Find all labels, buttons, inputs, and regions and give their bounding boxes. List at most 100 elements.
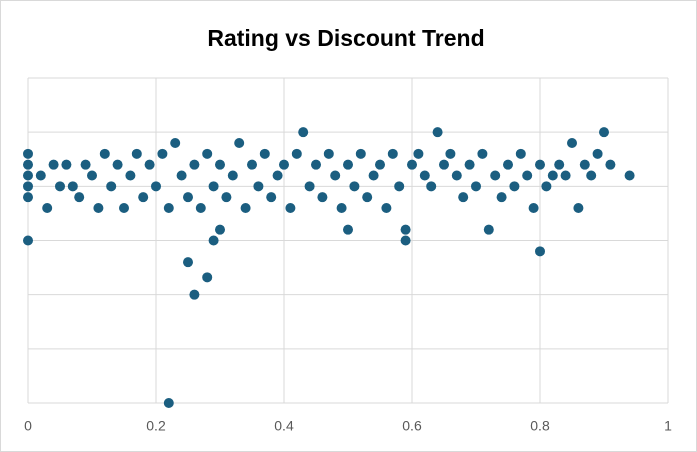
- point: [163, 398, 174, 408]
- point: [387, 148, 398, 159]
- point: [579, 159, 590, 170]
- point: [509, 181, 520, 192]
- point: [247, 159, 257, 170]
- point: [560, 170, 571, 181]
- point: [528, 203, 539, 213]
- point: [99, 148, 110, 159]
- point: [451, 170, 462, 181]
- point: [445, 148, 456, 159]
- point: [311, 159, 321, 170]
- point: [266, 192, 277, 203]
- point: [624, 170, 635, 181]
- point: [336, 203, 347, 213]
- point: [381, 203, 392, 213]
- point: [279, 159, 289, 170]
- point: [515, 148, 526, 159]
- x-tick-label: 0.4: [274, 418, 294, 434]
- point: [189, 159, 200, 170]
- point: [330, 170, 341, 181]
- point: [253, 181, 264, 192]
- point: [119, 203, 129, 213]
- point: [567, 138, 577, 148]
- point: [35, 170, 46, 181]
- point: [490, 170, 501, 181]
- point: [23, 170, 33, 181]
- point: [522, 170, 533, 181]
- point: [157, 148, 168, 159]
- point: [375, 159, 385, 170]
- point: [234, 138, 245, 148]
- point: [291, 148, 302, 159]
- point: [343, 159, 353, 170]
- point: [400, 224, 411, 235]
- point: [183, 192, 193, 203]
- point: [573, 203, 584, 213]
- point: [349, 181, 360, 192]
- point: [240, 203, 251, 213]
- point: [407, 159, 417, 170]
- point: [317, 192, 328, 203]
- point: [23, 235, 33, 246]
- point: [394, 181, 405, 192]
- point: [554, 159, 565, 170]
- point: [413, 148, 424, 159]
- point: [87, 170, 97, 181]
- point: [67, 181, 78, 192]
- point: [503, 159, 513, 170]
- point: [592, 148, 603, 159]
- point: [183, 257, 193, 268]
- point: [208, 181, 219, 192]
- point: [458, 192, 469, 203]
- point: [439, 159, 449, 170]
- point: [323, 148, 334, 159]
- point: [195, 203, 206, 213]
- point: [355, 148, 366, 159]
- point: [541, 181, 552, 192]
- point: [483, 224, 494, 235]
- point: [23, 181, 33, 192]
- x-tick-label: 1: [664, 418, 672, 434]
- point: [605, 159, 616, 170]
- point: [208, 235, 219, 246]
- point: [125, 170, 136, 181]
- point: [464, 159, 475, 170]
- point: [138, 192, 149, 203]
- point: [343, 224, 353, 235]
- point: [131, 148, 142, 159]
- point: [259, 148, 270, 159]
- point: [471, 181, 481, 192]
- point: [215, 224, 225, 235]
- point: [55, 181, 65, 192]
- point: [106, 181, 117, 192]
- point: [304, 181, 315, 192]
- point: [48, 159, 59, 170]
- point: [599, 127, 609, 138]
- point: [285, 203, 296, 213]
- point: [221, 192, 232, 203]
- point: [535, 246, 545, 257]
- point: [163, 203, 174, 213]
- point: [202, 272, 213, 283]
- point: [170, 138, 181, 148]
- point: [362, 192, 373, 203]
- x-tick-label: 0.6: [402, 418, 422, 434]
- point: [144, 159, 155, 170]
- point: [80, 159, 91, 170]
- point: [368, 170, 379, 181]
- x-tick-label: 0: [24, 418, 32, 434]
- x-tick-label: 0.8: [530, 418, 550, 434]
- point: [176, 170, 187, 181]
- point: [189, 289, 200, 300]
- point: [400, 235, 411, 246]
- point: [535, 159, 545, 170]
- point: [547, 170, 558, 181]
- point: [215, 159, 225, 170]
- point: [298, 127, 309, 138]
- point: [272, 170, 283, 181]
- x-tick-label: 0.2: [146, 418, 166, 434]
- point: [93, 203, 104, 213]
- point: [202, 148, 213, 159]
- point: [227, 170, 238, 181]
- point: [42, 203, 53, 213]
